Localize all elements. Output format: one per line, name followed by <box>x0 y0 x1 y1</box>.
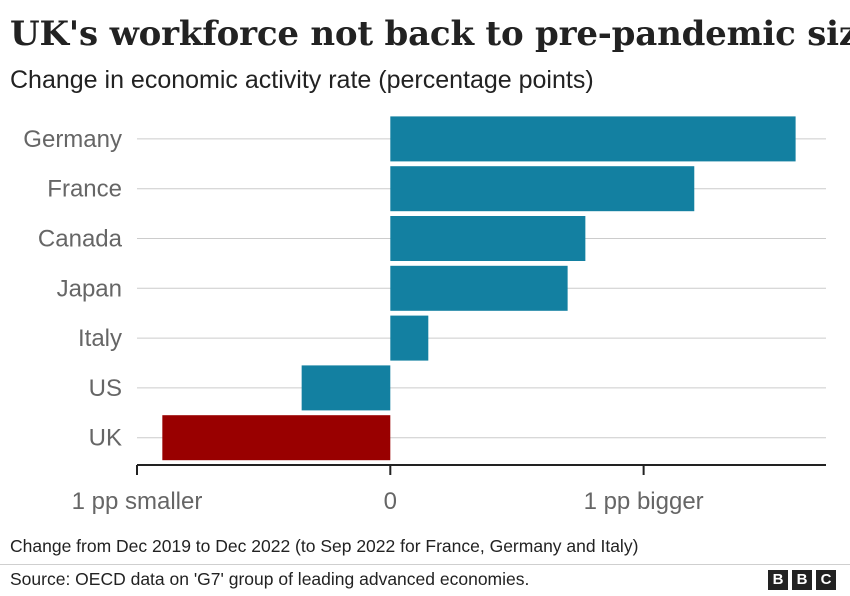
logo-letter-1: B <box>768 570 788 590</box>
category-label-us: US <box>89 375 122 402</box>
bar-canada <box>390 216 586 261</box>
category-label-canada: Canada <box>38 226 123 253</box>
logo-letter-3: C <box>816 570 836 590</box>
chart-title: UK's workforce not back to pre-pandemic … <box>10 14 850 54</box>
bbc-logo: B B C <box>768 570 836 590</box>
category-label-france: France <box>47 176 122 203</box>
category-label-uk: UK <box>89 425 122 452</box>
bar-france <box>390 166 695 212</box>
footer-divider <box>0 564 850 565</box>
x-tick-label-0: 1 pp smaller <box>72 488 203 515</box>
source-text: Source: OECD data on 'G7' group of leadi… <box>10 569 530 589</box>
bar-uk <box>162 415 391 461</box>
logo-letter-2: B <box>792 570 812 590</box>
x-tick-label-2: 1 pp bigger <box>584 488 704 515</box>
bar-chart: Germany France Canada Japan Italy US UK 1 pp sm… <box>23 116 826 515</box>
category-label-germany: Germany <box>23 126 122 153</box>
category-label-italy: Italy <box>78 325 122 352</box>
footnote: Change from Dec 2019 to Dec 2022 (to Sep… <box>10 536 639 556</box>
x-tick-label-1: 0 <box>384 488 397 515</box>
category-label-japan: Japan <box>57 275 122 302</box>
bar-italy <box>390 315 429 361</box>
bar-japan <box>390 265 568 311</box>
bar-us <box>301 365 391 411</box>
bar-germany <box>390 116 796 162</box>
chart-subtitle: Change in economic activity rate (percen… <box>10 66 594 94</box>
